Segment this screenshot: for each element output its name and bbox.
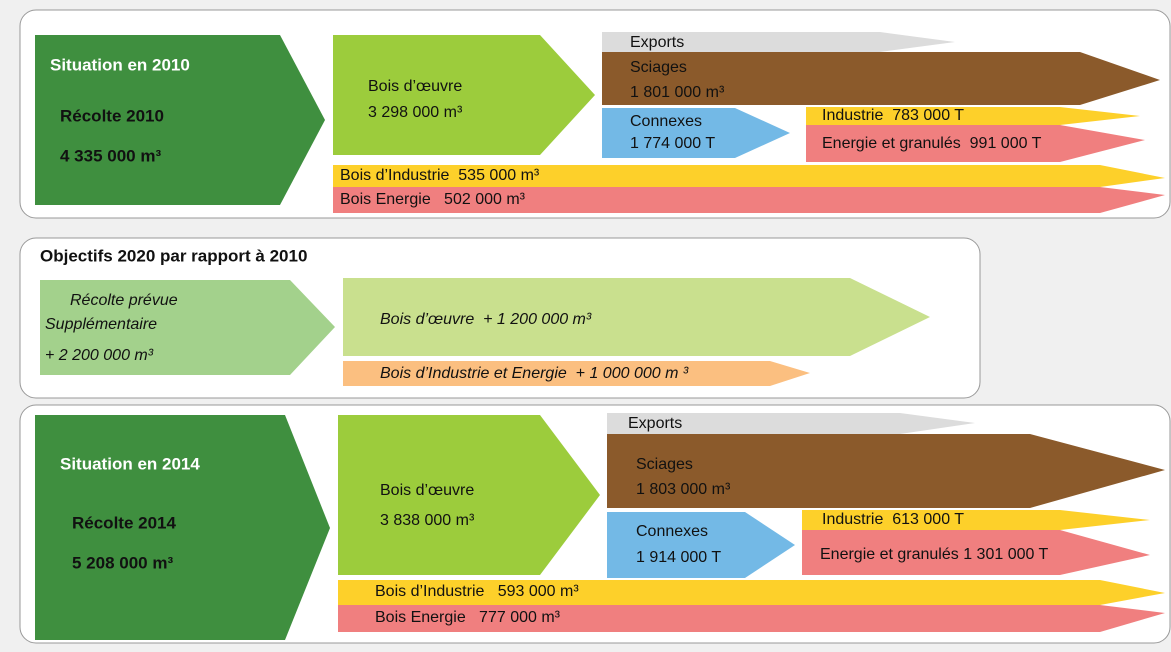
value: 1 914 000 T [636, 549, 721, 566]
label: Industrie 783 000 T [822, 107, 964, 124]
label: Bois d’œuvre [368, 78, 462, 95]
label: Bois Energie 777 000 m³ [375, 609, 561, 626]
arrow [338, 415, 600, 575]
arrow [333, 35, 595, 155]
harvest-arrow [40, 280, 335, 375]
arrow [607, 512, 795, 578]
arrow [806, 125, 1145, 162]
arrow [343, 361, 810, 386]
flows-2020 [40, 278, 930, 386]
flows-2014 [35, 413, 1165, 640]
label: Bois d’Industrie 593 000 m³ [375, 583, 579, 600]
label: Récolte prévue [70, 292, 178, 309]
label: Sciages [630, 59, 687, 76]
title: Objectifs 2020 par rapport à 2010 [40, 246, 307, 265]
label: Connexes [636, 523, 708, 540]
arrow [806, 107, 1140, 125]
title: Situation en 2014 [60, 454, 200, 473]
label: Bois d’œuvre [380, 482, 474, 499]
label: Supplémentaire [45, 316, 157, 333]
arrow [607, 434, 1165, 508]
arrow [802, 530, 1150, 575]
label: Industrie 613 000 T [822, 511, 964, 528]
label: Bois Energie 502 000 m³ [340, 191, 526, 208]
arrow [607, 413, 975, 434]
arrow [602, 52, 1160, 105]
label: Exports [628, 415, 682, 432]
arrow [338, 580, 1165, 605]
label: Bois d’Industrie et Energie + 1 000 000 … [380, 365, 689, 382]
label: Bois d’œuvre + 1 200 000 m³ [380, 311, 592, 328]
label: Energie et granulés 991 000 T [822, 135, 1042, 152]
label: Sciages [636, 456, 693, 473]
value: 1 774 000 T [630, 135, 715, 152]
arrow [343, 278, 930, 356]
arrow [333, 165, 1165, 187]
arrow [338, 605, 1165, 632]
label: Bois d’Industrie 535 000 m³ [340, 167, 540, 184]
label: Exports [630, 34, 684, 51]
value: 3 838 000 m³ [380, 512, 475, 529]
harvest-arrow [35, 35, 325, 205]
value: 3 298 000 m³ [368, 104, 463, 121]
value: 1 803 000 m³ [636, 481, 731, 498]
harvest-arrow [35, 415, 330, 640]
flows-2010 [35, 32, 1165, 213]
arrow [602, 32, 955, 52]
harvest-value: 5 208 000 m³ [72, 553, 173, 572]
harvest-label: Récolte 2014 [72, 513, 176, 532]
arrow [333, 187, 1165, 213]
arrow [802, 510, 1150, 530]
label: Energie et granulés 1 301 000 T [820, 546, 1049, 563]
value: 1 801 000 m³ [630, 84, 725, 101]
title: Situation en 2010 [50, 55, 190, 74]
value: + 2 200 000 m³ [45, 347, 154, 364]
label: Connexes [630, 113, 702, 130]
harvest-label: Récolte 2010 [60, 106, 164, 125]
arrow [602, 108, 790, 158]
harvest-value: 4 335 000 m³ [60, 146, 161, 165]
